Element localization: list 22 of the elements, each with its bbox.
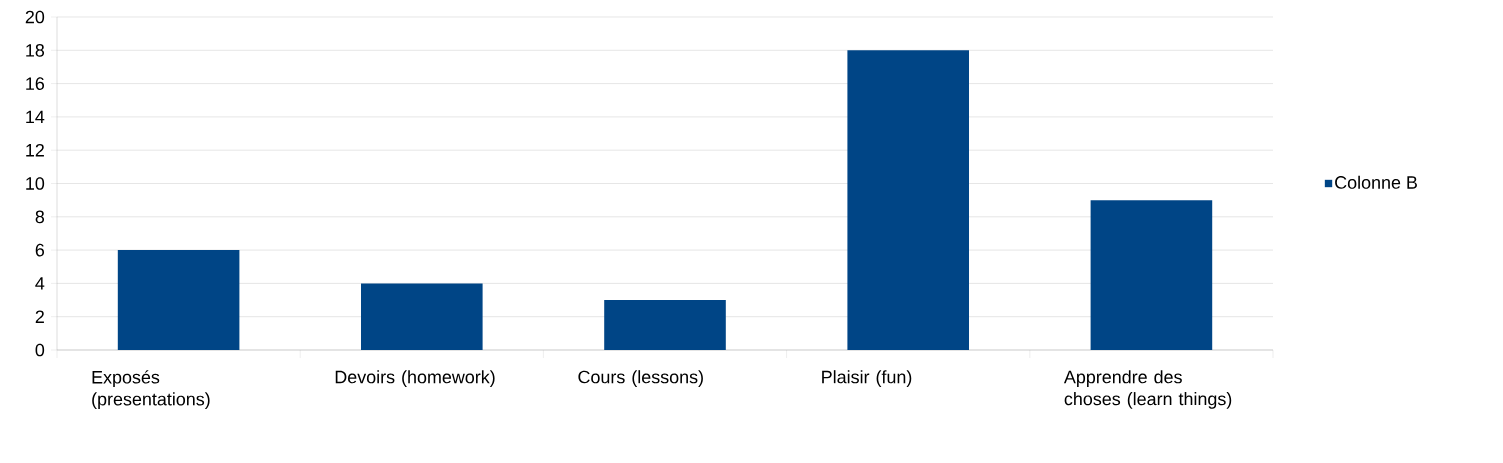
y-tick-label: 2 xyxy=(35,310,44,323)
y-tick-label: 12 xyxy=(26,143,44,157)
x-tick-label: Apprendre des choses (learn things) xyxy=(1063,370,1232,409)
x-tick-label: Plaisir (fun) xyxy=(822,370,912,387)
y-tick-label: 4 xyxy=(35,277,45,290)
bar xyxy=(847,50,969,350)
x-tick-label: Cours (lessons) xyxy=(578,370,703,387)
y-tick-label: 14 xyxy=(26,110,45,124)
bar xyxy=(604,300,726,350)
bar xyxy=(117,250,240,350)
y-tick-label: 18 xyxy=(26,43,45,57)
y-tick-label: 0 xyxy=(35,343,45,357)
y-tick-label: 16 xyxy=(26,77,45,90)
bar xyxy=(1090,200,1213,350)
y-tick-label: 10 xyxy=(26,177,45,190)
y-tick-label: 20 xyxy=(25,10,45,24)
x-tick-label: Exposés (presentations) xyxy=(92,370,210,410)
y-tick-label: 8 xyxy=(35,210,45,224)
bar xyxy=(361,283,483,350)
legend-label: Colonne B xyxy=(1335,175,1417,189)
y-tick-label: 6 xyxy=(35,243,45,257)
x-tick-label: Devoirs (homework) xyxy=(335,370,495,387)
